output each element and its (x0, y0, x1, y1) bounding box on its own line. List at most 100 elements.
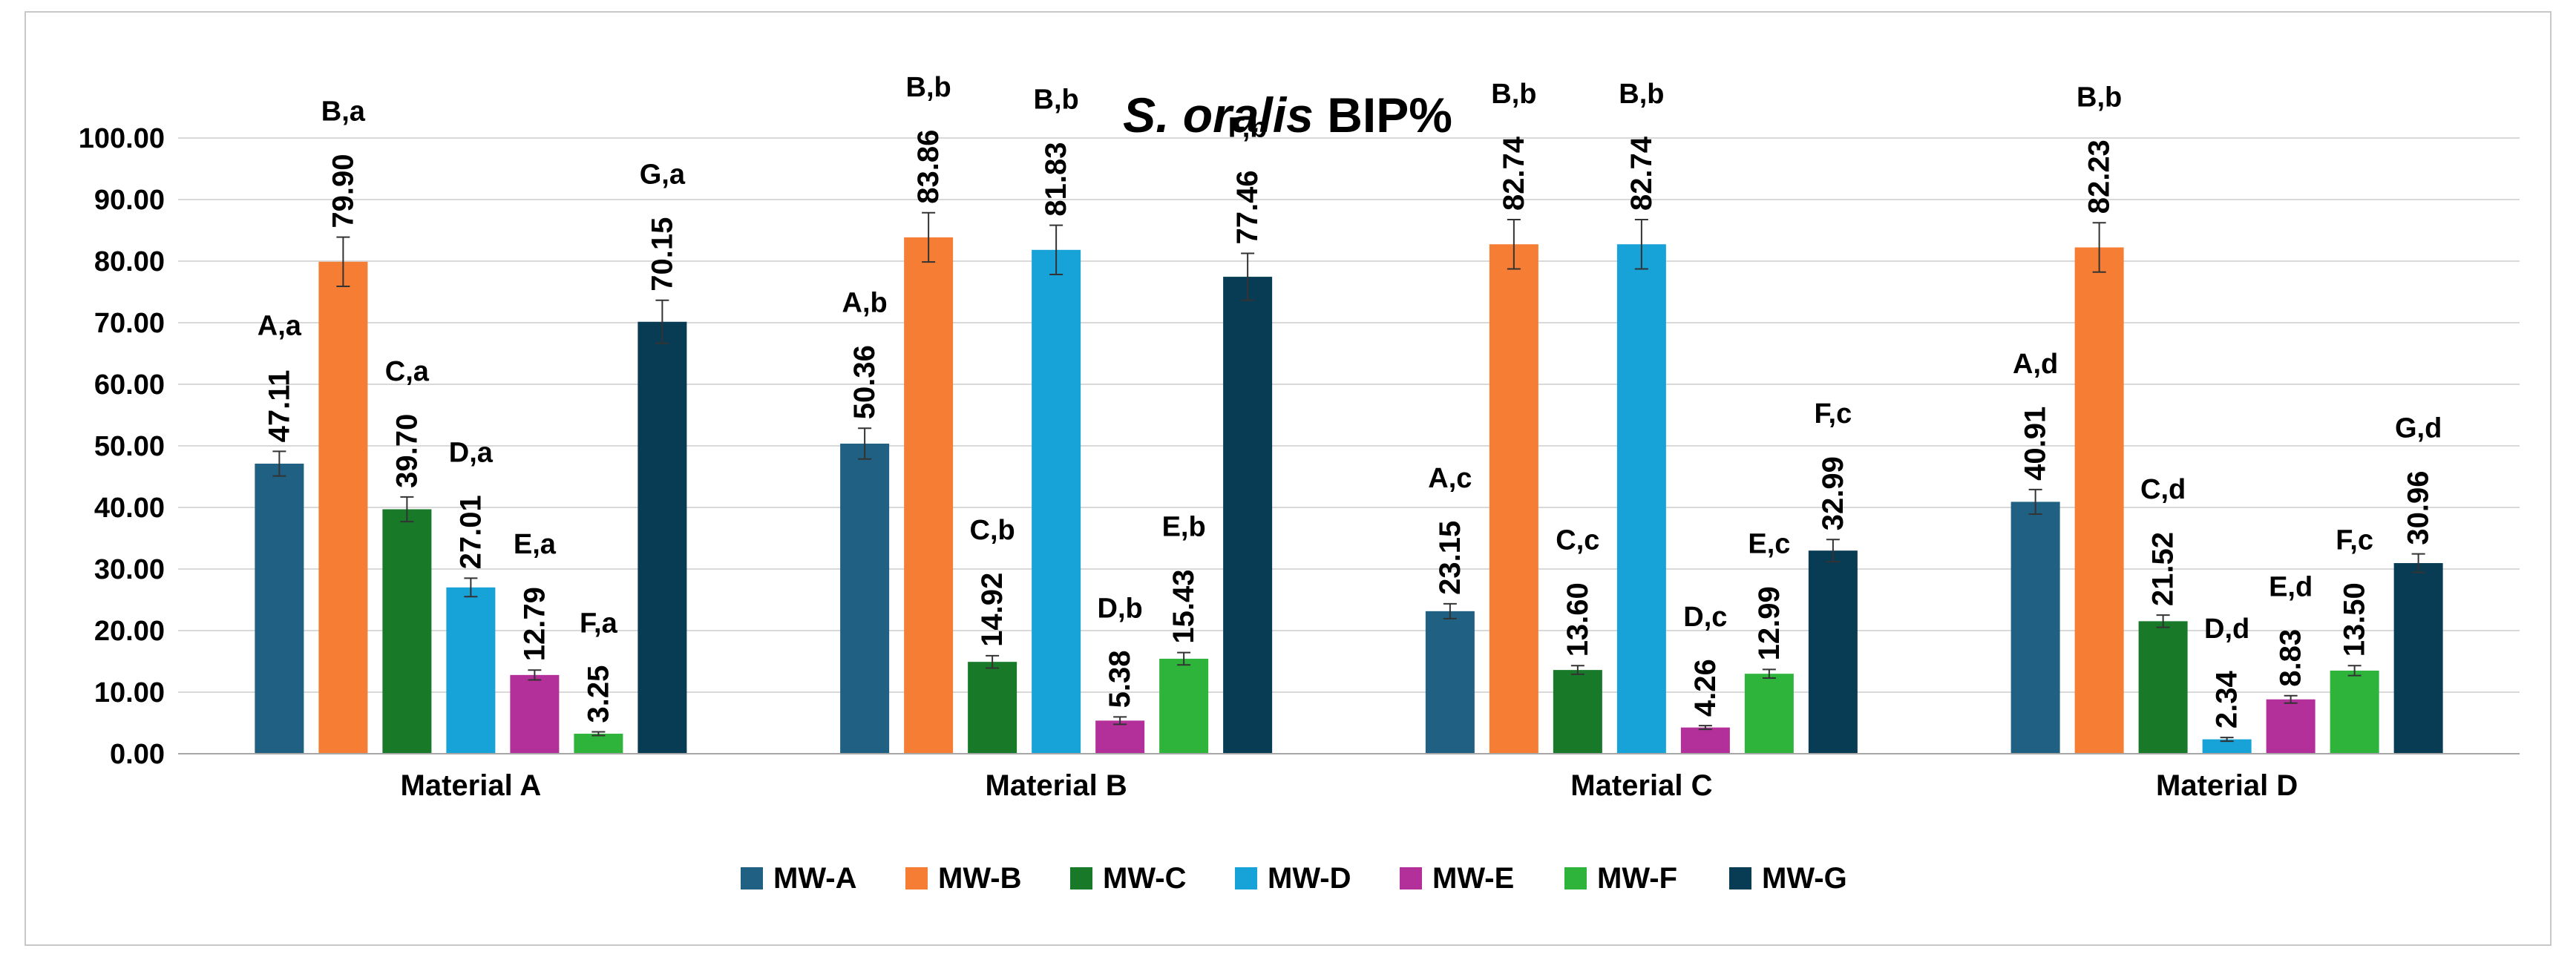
x-tick-label: Material C (1570, 769, 1712, 802)
legend-swatch (741, 867, 763, 889)
bar (1808, 550, 1858, 754)
data-label: 47.11 (263, 369, 295, 442)
data-label: 3.25 (582, 665, 614, 723)
data-label: 8.83 (2275, 629, 2307, 687)
data-label: 70.15 (646, 217, 678, 292)
significance-letter: E,a (514, 529, 557, 560)
legend-swatch (905, 867, 928, 889)
bar (1744, 674, 1794, 754)
data-label: 13.50 (2339, 582, 2371, 657)
significance-letter: C,b (970, 515, 1015, 546)
bar (2393, 563, 2443, 754)
significance-letter: B,a (321, 96, 366, 128)
legend-item: MW-A (741, 862, 856, 895)
chart-title-species: S. oralis (1123, 88, 1314, 142)
significance-letter: F,b (1228, 113, 1268, 144)
data-label: 27.01 (454, 495, 487, 569)
y-axis-ticks: 0.00 10.00 20.00 30.00 40.00 50.00 60.00 70.00 8… (79, 123, 165, 770)
bar (1223, 277, 1273, 754)
x-tick-label: Material B (986, 769, 1127, 802)
data-label: 81.83 (1040, 142, 1072, 217)
legend-label: MW-F (1597, 862, 1677, 895)
significance-letter: C,d (2140, 474, 2186, 505)
bar (1425, 611, 1475, 754)
bar (446, 587, 496, 754)
data-label: 39.70 (390, 414, 423, 488)
legend-swatch (1564, 867, 1587, 889)
data-label: 77.46 (1231, 170, 1264, 244)
bars: 47.11 A,a 79.90 B,a 39.70 C,a 27.01 D,a 12.79 E,a… (255, 72, 2443, 754)
data-label: 50.36 (848, 345, 881, 419)
data-label: 5.38 (1104, 651, 1136, 708)
chart-frame (24, 11, 2552, 946)
bar (840, 444, 890, 754)
data-label: 40.91 (2019, 407, 2052, 481)
significance-letter: E,d (2269, 572, 2313, 603)
bar (1095, 720, 1145, 754)
data-label: 2.34 (2211, 670, 2244, 729)
y-tick-label: 70.00 (94, 308, 165, 339)
data-label: 12.79 (518, 587, 551, 661)
significance-letter: B,b (1034, 85, 1079, 116)
bar (904, 237, 954, 754)
legend-item: MW-G (1729, 862, 1847, 895)
y-tick-label: 60.00 (94, 369, 165, 401)
y-tick-label: 90.00 (94, 185, 165, 216)
y-tick-label: 30.00 (94, 554, 165, 585)
y-tick-label: 10.00 (94, 677, 165, 708)
legend-label: MW-G (1762, 862, 1847, 895)
significance-letter: B,b (2077, 82, 2122, 113)
data-label: 21.52 (2147, 532, 2180, 606)
data-label: 32.99 (1817, 456, 1849, 530)
y-tick-label: 50.00 (94, 431, 165, 462)
legend-item: MW-C (1070, 862, 1186, 895)
legend-swatch (1729, 867, 1751, 889)
significance-letter: D,b (1098, 593, 1143, 624)
bar (1553, 670, 1602, 754)
data-label: 15.43 (1167, 570, 1200, 644)
x-tick-label: Material A (401, 769, 542, 802)
significance-letter: D,a (449, 437, 494, 468)
data-label: 82.23 (2083, 139, 2116, 214)
data-label: 79.90 (327, 154, 359, 228)
legend-item: MW-E (1400, 862, 1514, 895)
y-tick-label: 80.00 (94, 246, 165, 277)
x-axis: Material A Material B Material C Material D (178, 753, 2520, 802)
significance-letter: A,a (258, 310, 302, 341)
legend-item: MW-D (1235, 862, 1351, 895)
significance-letter: A,d (2013, 349, 2058, 380)
significance-letter: A,c (1428, 463, 1472, 494)
legend-item: MW-B (905, 862, 1021, 895)
data-label: 13.60 (1561, 582, 1594, 657)
significance-letter: B,b (1619, 79, 1664, 110)
data-label: 23.15 (1434, 521, 1466, 595)
chart-title-metric: BIP% (1314, 88, 1452, 142)
legend-item: MW-F (1564, 862, 1677, 895)
significance-letter: C,c (1556, 524, 1599, 556)
y-tick-label: 0.00 (110, 739, 165, 770)
bar (1680, 727, 1730, 754)
significance-letter: E,b (1162, 512, 1206, 543)
significance-letter: B,b (1491, 79, 1536, 110)
data-label: 82.74 (1625, 136, 1658, 211)
significance-letter: D,d (2204, 614, 2249, 645)
bar (638, 321, 687, 754)
data-label: 12.99 (1753, 586, 1786, 660)
bar (574, 734, 623, 754)
legend-label: MW-B (938, 862, 1021, 895)
significance-letter: C,a (385, 356, 430, 387)
bar (1159, 658, 1209, 754)
data-label: 30.96 (2402, 470, 2435, 545)
data-label: 83.86 (912, 130, 945, 204)
significance-letter: D,c (1683, 602, 1727, 633)
legend-label: MW-E (1432, 862, 1514, 895)
bar (2202, 739, 2252, 754)
bar (1489, 244, 1538, 754)
chart-title: S. oralis BIP% (1123, 88, 1452, 142)
y-tick-label: 40.00 (94, 493, 165, 524)
significance-letter: G,d (2395, 413, 2442, 444)
bar (2266, 699, 2316, 754)
bar (2074, 247, 2124, 754)
